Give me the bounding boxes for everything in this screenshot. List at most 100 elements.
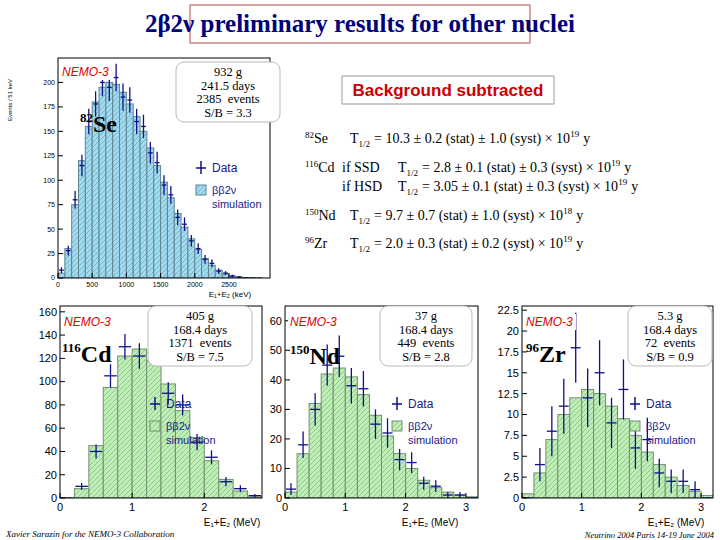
data-point: [66, 246, 71, 256]
sim-bar: [570, 398, 582, 498]
x-tick: [126, 273, 127, 278]
x-tick: [58, 273, 59, 278]
bin-bar: [127, 99, 132, 100]
y-tick-label: 80: [45, 399, 57, 411]
info-line: 1371 events: [168, 336, 231, 350]
x-tick-label: 0: [56, 281, 60, 288]
bin-bar: [595, 372, 605, 373]
nucleus-label: 96Zr: [526, 340, 566, 367]
bin-bar: [666, 481, 676, 482]
data-point: [346, 368, 356, 403]
sim-bar: [181, 227, 188, 278]
sim-bar: [204, 461, 218, 498]
x-tick: [132, 493, 133, 498]
y-tick-label: 120: [39, 352, 57, 364]
text-part: ββ2ν: [166, 420, 191, 432]
bin-bar: [678, 481, 688, 482]
info-line: 168.4 days: [399, 323, 453, 337]
text-part: = 9.7 ± 0.7 (stat) ± 1.0 (syst) × 10: [374, 208, 563, 224]
bin-bar: [93, 103, 98, 104]
info-line: 241.5 days: [201, 79, 255, 93]
y-tick-label: 7.5: [504, 429, 519, 441]
y-tick: [60, 335, 65, 336]
y-tick-label: 60: [270, 315, 282, 327]
result-value: T1/2= 2.8 ± 0.1 (stat) ± 0.3 (syst) × 10…: [398, 158, 631, 178]
y-tick: [58, 253, 63, 254]
x-tick-label: 500: [86, 281, 98, 288]
note-box: [342, 76, 554, 104]
y-tick-label: 100: [39, 375, 57, 387]
y-tick-label: 50: [47, 226, 55, 233]
bin-bar: [100, 82, 105, 83]
x-tick-label: 2: [201, 501, 207, 513]
text-part: Se: [314, 131, 328, 146]
bin-bar: [346, 385, 356, 386]
data-point: [114, 64, 119, 91]
y-tick: [60, 381, 65, 382]
y-tick-label: 125: [43, 152, 55, 159]
legend-label: ββ2νsimulation: [646, 420, 696, 446]
y-tick-label: 0: [51, 274, 55, 281]
info-line: 72 events: [645, 336, 696, 350]
info-line: 37 g: [415, 309, 438, 323]
x-tick-label: 1: [579, 501, 585, 513]
x-tick: [285, 493, 286, 498]
text-part: 19: [563, 234, 573, 244]
y-tick: [60, 451, 65, 452]
bin-bar: [630, 447, 640, 448]
result-value: T1/2= 3.05 ± 0.1 (stat) ± 0.3 (syst) × 1…: [398, 177, 638, 197]
bin-bar: [216, 271, 221, 272]
y-tick: [58, 106, 63, 107]
data-point: [583, 369, 593, 427]
bin-bar: [535, 464, 545, 465]
info-line: 168.4 days: [173, 323, 227, 337]
y-tick: [58, 229, 63, 230]
text-part: ββ2ν: [212, 184, 237, 196]
frame: [285, 306, 478, 498]
bin-bar: [114, 77, 119, 78]
sim-bar: [74, 489, 88, 498]
data-point: [141, 115, 146, 138]
y-tick: [58, 278, 63, 279]
text-part: y: [624, 160, 631, 175]
plot-area: [522, 306, 713, 498]
legend-marker: [392, 403, 402, 405]
y-tick: [60, 404, 65, 405]
data-point: [419, 477, 429, 490]
data-point: [209, 259, 214, 267]
y-tick-label: 40: [270, 374, 282, 386]
y-tick-label: 100: [43, 177, 55, 184]
title-bg: [62, 314, 114, 330]
text-part: 116: [62, 340, 81, 355]
info-line: 168.4 days: [643, 323, 697, 337]
legend-swatch: [196, 185, 206, 195]
bin-bar: [209, 263, 214, 264]
data-point: [182, 217, 187, 231]
data-point: [203, 255, 208, 264]
y-tick: [522, 414, 527, 415]
bin-bar: [583, 397, 593, 398]
bin-bar: [175, 217, 180, 218]
data-point: [59, 267, 64, 273]
bin-bar: [162, 393, 174, 394]
result-value: T1/2= 9.7 ± 0.7 (stat) ± 1.0 (syst) × 10…: [350, 206, 583, 226]
bin-bar: [559, 406, 569, 407]
y-tick-label: 15: [507, 367, 519, 379]
result-nucleus: 82Se: [305, 130, 328, 146]
nucleus-label: 82Se: [80, 110, 117, 137]
text-part: = 3.05 ± 0.1 (stat) ± 0.3 (syst) × 10: [422, 179, 618, 195]
text-part: 19: [611, 158, 621, 168]
bin-bar: [443, 494, 453, 495]
panel: 01230102030405060NEMO-3150Nd37 g168.4 da…: [270, 306, 490, 528]
nucleus-label: 116Cd: [62, 340, 112, 367]
data-point: [395, 449, 405, 470]
bin-bar: [383, 432, 393, 433]
sim-bar: [357, 395, 369, 498]
data-point: [370, 409, 380, 439]
bin-bar: [654, 472, 664, 473]
bin-bar: [59, 270, 64, 271]
text-part: 1/2: [407, 187, 419, 197]
sim-bar: [594, 394, 606, 498]
bin-bar: [189, 240, 194, 241]
y-tick-label: 17.5: [498, 346, 519, 358]
